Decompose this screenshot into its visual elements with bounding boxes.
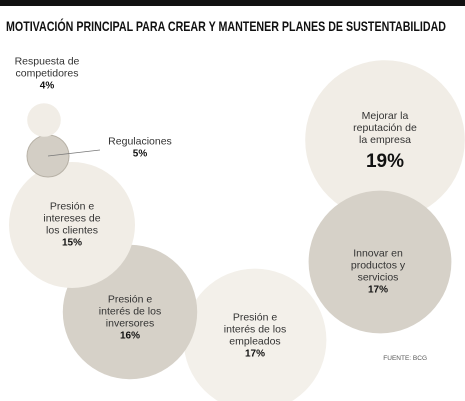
- value-label: 17%: [244, 348, 266, 360]
- bubble: [183, 268, 327, 401]
- top-bar: [0, 0, 465, 6]
- bubble-label: Innovar en productos y servicios 17%: [351, 248, 405, 297]
- bubble-label: Regulaciones 5%: [108, 136, 172, 161]
- bubble-label: Mejorar la reputación de la empresa 19%: [353, 110, 417, 174]
- value-label: 16%: [119, 330, 141, 342]
- value-label: 4%: [39, 80, 55, 92]
- value-label: 15%: [61, 237, 83, 249]
- category-label: Presión e interés de los empleados: [223, 311, 287, 348]
- category-label: Presión e intereses de los clientes: [43, 200, 101, 237]
- bubble-label: Presión e interés de los empleados 17%: [224, 312, 286, 361]
- value-label: 19%: [365, 151, 405, 172]
- category-label: Mejorar la reputación de la empresa: [353, 110, 417, 146]
- category-label: Respuesta de competidores: [14, 55, 80, 80]
- bubble-label: Presión e interés de los inversores 16%: [99, 294, 161, 343]
- bubble: [9, 162, 135, 288]
- category-label: Regulaciones: [108, 135, 172, 148]
- value-label: 5%: [132, 148, 148, 160]
- source: FUENTE: BCG: [383, 355, 427, 362]
- leader-line: [47, 149, 101, 157]
- category-label: Presión e interés de los inversores: [98, 293, 162, 330]
- bubble: [305, 60, 465, 220]
- bubble: [308, 190, 452, 334]
- bubble-label: Presión e intereses de los clientes 15%: [43, 201, 100, 250]
- value-label: 17%: [367, 284, 388, 296]
- bubble-label: Respuesta de competidores 4%: [15, 56, 80, 93]
- bubble: [27, 103, 61, 137]
- chart-title: MOTIVACIÓN PRINCIPAL PARA CREAR Y MANTEN…: [6, 17, 446, 34]
- category-label: Innovar en productos y servicios: [350, 247, 406, 284]
